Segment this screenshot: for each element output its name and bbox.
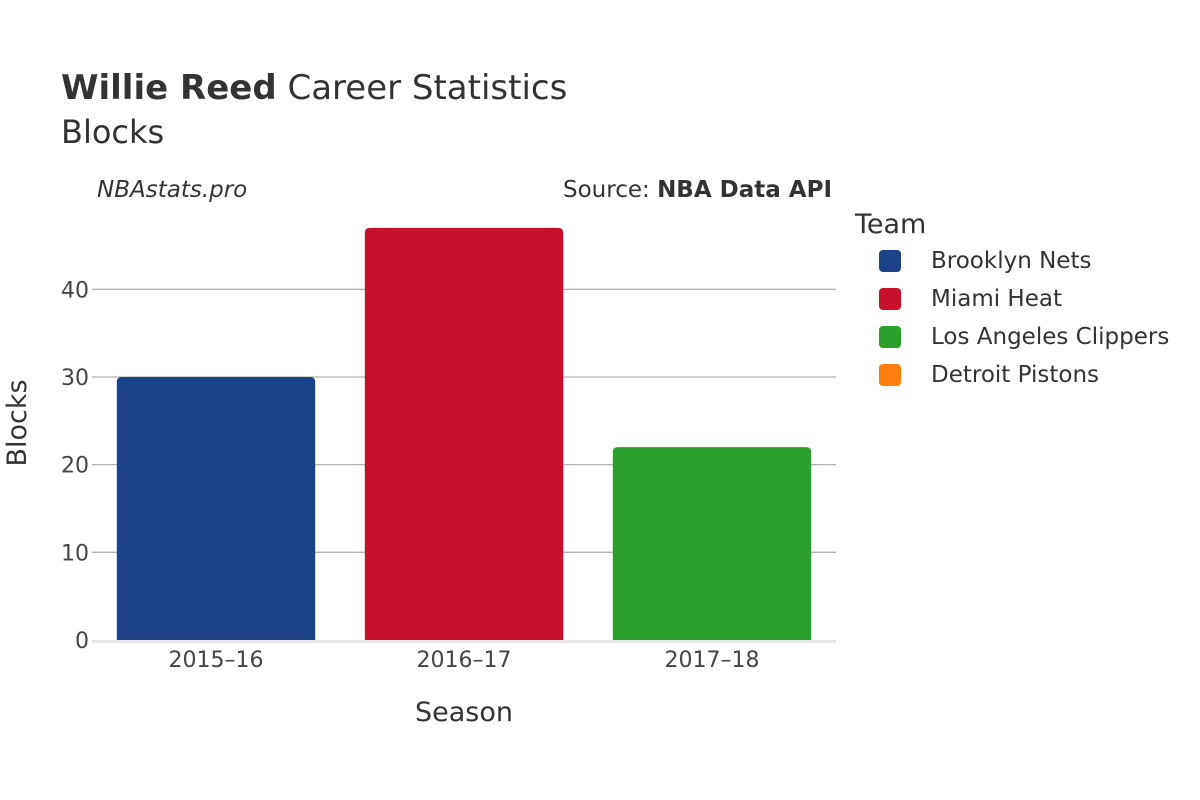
- title-rest: Career Statistics: [276, 68, 568, 108]
- legend-item[interactable]: Brooklyn Nets: [855, 248, 1091, 286]
- chart-title: Willie Reed Career Statistics: [61, 68, 567, 108]
- legend-label: Brooklyn Nets: [931, 248, 1092, 274]
- legend-item[interactable]: Los Angeles Clippers: [855, 324, 1169, 362]
- source-name: NBA Data API: [657, 177, 832, 203]
- x-tick-label: 2015–16: [169, 648, 264, 673]
- legend-items: Brooklyn Nets Miami Heat Los Angeles Clipp…: [855, 248, 1169, 400]
- legend-label: Miami Heat: [931, 286, 1062, 312]
- chart-subtitle: Blocks: [61, 113, 165, 151]
- bar[interactable]: [364, 227, 564, 640]
- legend-swatch: [879, 250, 901, 272]
- y-tick-label: 20: [61, 454, 89, 479]
- y-tick-label: 10: [61, 541, 89, 566]
- bar[interactable]: [612, 447, 812, 640]
- player-name: Willie Reed: [61, 68, 277, 108]
- legend-label: Los Angeles Clippers: [931, 324, 1170, 350]
- legend-swatch: [879, 288, 901, 310]
- x-tick-label: 2016–17: [417, 648, 512, 673]
- y-tick-label: 30: [61, 366, 89, 391]
- source-prefix: Source:: [563, 177, 658, 203]
- y-tick-label: 0: [75, 629, 89, 654]
- legend-item[interactable]: Miami Heat: [855, 286, 1062, 324]
- legend-label: Detroit Pistons: [931, 362, 1100, 388]
- legend-item[interactable]: Detroit Pistons: [855, 362, 1099, 400]
- legend-swatch: [879, 364, 901, 386]
- source-credit: Source: NBA Data API: [563, 177, 832, 203]
- bars: [116, 227, 812, 640]
- watermark: NBAstats.pro: [97, 177, 248, 203]
- axes: 0 10 20 30 40 2015–16 2016–17 2017–18 Season Bloc…: [2, 278, 836, 728]
- x-tick-label: 2017–18: [665, 648, 760, 673]
- legend: Team Brooklyn Nets Miami Heat Los Angeles …: [855, 209, 1169, 400]
- y-axis-title: Blocks: [2, 379, 33, 466]
- legend-title: Team: [855, 209, 927, 240]
- x-axis-title: Season: [415, 697, 513, 728]
- bar[interactable]: [116, 376, 316, 640]
- legend-swatch: [879, 326, 901, 348]
- y-tick-label: 40: [61, 278, 89, 303]
